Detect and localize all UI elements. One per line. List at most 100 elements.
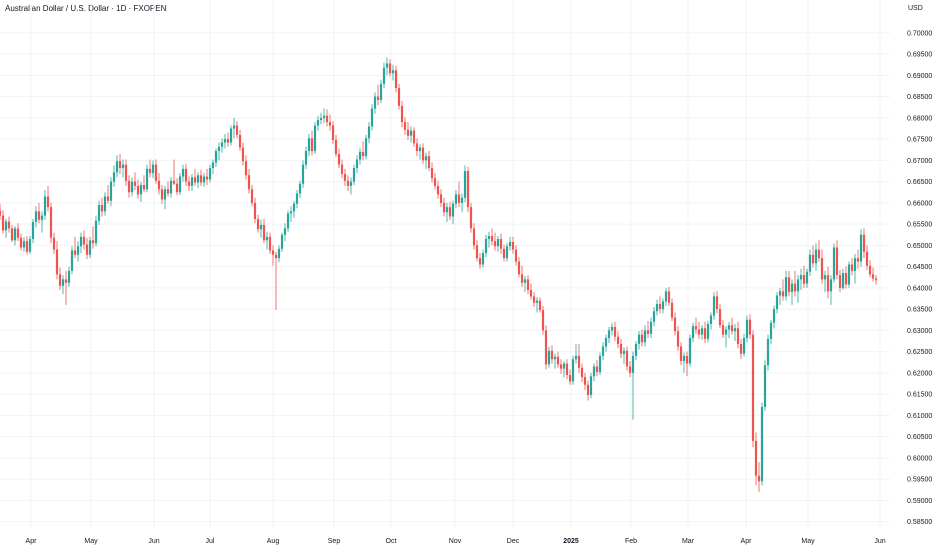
- candle-body: [361, 151, 365, 157]
- candle-body: [337, 154, 341, 165]
- candle-body: [688, 338, 692, 364]
- candle-body: [493, 241, 497, 247]
- candle-body: [49, 207, 53, 238]
- candle-body: [301, 164, 305, 184]
- candle-body: [646, 330, 650, 334]
- candle-up: [181, 164, 185, 182]
- candle-body: [664, 291, 668, 302]
- candle-up: [796, 275, 800, 303]
- candle-body: [571, 359, 575, 382]
- candle-body: [412, 130, 416, 144]
- candle-body: [772, 309, 776, 323]
- candle-up: [103, 192, 107, 216]
- candle-body: [829, 279, 833, 292]
- candle-body: [502, 248, 506, 259]
- candle-down: [361, 141, 365, 161]
- candle-body: [403, 122, 407, 130]
- candle-body: [736, 328, 740, 344]
- candle-body: [244, 161, 248, 176]
- candle-up: [121, 159, 125, 178]
- candle-body: [127, 180, 131, 193]
- candle-down: [826, 266, 830, 299]
- candle-up: [43, 190, 47, 220]
- candle-down: [166, 181, 170, 197]
- candle-body: [820, 258, 824, 280]
- candle-body: [355, 159, 359, 169]
- candle-up: [508, 236, 512, 251]
- candle-down: [850, 258, 854, 276]
- candle-body: [1, 215, 5, 231]
- candle-body: [364, 138, 368, 157]
- candle-body: [28, 239, 32, 252]
- candle-body: [610, 326, 614, 331]
- candle-body: [607, 330, 611, 339]
- y-tick-label: 0.62500: [907, 349, 932, 356]
- candle-body: [277, 248, 281, 259]
- candle-body: [580, 367, 584, 378]
- candle-up: [355, 155, 359, 174]
- candle-body: [796, 279, 800, 292]
- price-axis[interactable]: 0.70000 0.69500 0.69000 0.68500 0.68000 0.675…: [907, 30, 932, 526]
- candle-up: [769, 319, 773, 344]
- y-tick-label: 0.66500: [907, 179, 932, 186]
- candle-up: [211, 159, 215, 174]
- candle-up: [259, 219, 263, 238]
- candle-body: [700, 328, 704, 335]
- candle-body: [529, 290, 533, 297]
- candle-up: [709, 312, 713, 330]
- candle-up: [553, 353, 557, 369]
- candle-body: [376, 96, 380, 101]
- candle-down: [55, 241, 59, 280]
- candle-body: [667, 291, 671, 303]
- candle-up: [778, 287, 782, 305]
- candle-body: [532, 296, 536, 303]
- candle-down: [172, 159, 176, 186]
- candles-series: [0, 57, 878, 492]
- candle-body: [259, 224, 263, 230]
- candle-body: [817, 249, 821, 259]
- candle-body: [766, 338, 770, 366]
- candle-down: [268, 232, 272, 254]
- candle-body: [373, 96, 377, 109]
- x-tick-label: Jun: [874, 538, 885, 545]
- candle-down: [124, 159, 128, 186]
- candle-up: [70, 246, 74, 275]
- x-tick-label: May: [84, 538, 98, 545]
- candle-body: [799, 275, 803, 280]
- candle-body: [775, 295, 779, 310]
- candle-body: [358, 151, 362, 160]
- candle-body: [874, 278, 878, 281]
- time-axis[interactable]: Apr May Jun Jul Aug Sep Oct Nov Dec 2025 Feb Mar Apr…: [26, 538, 886, 545]
- candle-down: [73, 236, 77, 259]
- candle-down: [718, 304, 722, 329]
- candle-down: [811, 245, 815, 268]
- candle-body: [769, 322, 773, 339]
- candle-body: [652, 311, 656, 322]
- candle-down: [793, 270, 797, 297]
- candle-down: [328, 114, 332, 131]
- candle-body: [562, 363, 566, 369]
- candle-body: [649, 321, 653, 334]
- candle-up: [832, 243, 836, 283]
- candle-body: [157, 180, 161, 190]
- candle-up: [364, 134, 368, 160]
- candle-up: [298, 180, 302, 198]
- candle-up: [316, 115, 320, 131]
- candle-body: [310, 138, 314, 152]
- x-tick-label: Oct: [386, 538, 397, 545]
- y-tick-label: 0.59000: [907, 498, 932, 505]
- y-tick-label: 0.60000: [907, 455, 932, 462]
- candle-body: [262, 224, 266, 241]
- candle-body: [280, 234, 284, 249]
- candle-body: [421, 147, 425, 161]
- candle-down: [490, 228, 494, 246]
- candle-up: [13, 226, 17, 246]
- candle-body: [16, 228, 20, 238]
- candle-body: [88, 240, 92, 255]
- candle-body: [514, 249, 518, 262]
- candle-down: [580, 363, 584, 383]
- candle-down: [625, 346, 629, 371]
- candle-body: [307, 138, 311, 152]
- candle-body: [451, 203, 455, 217]
